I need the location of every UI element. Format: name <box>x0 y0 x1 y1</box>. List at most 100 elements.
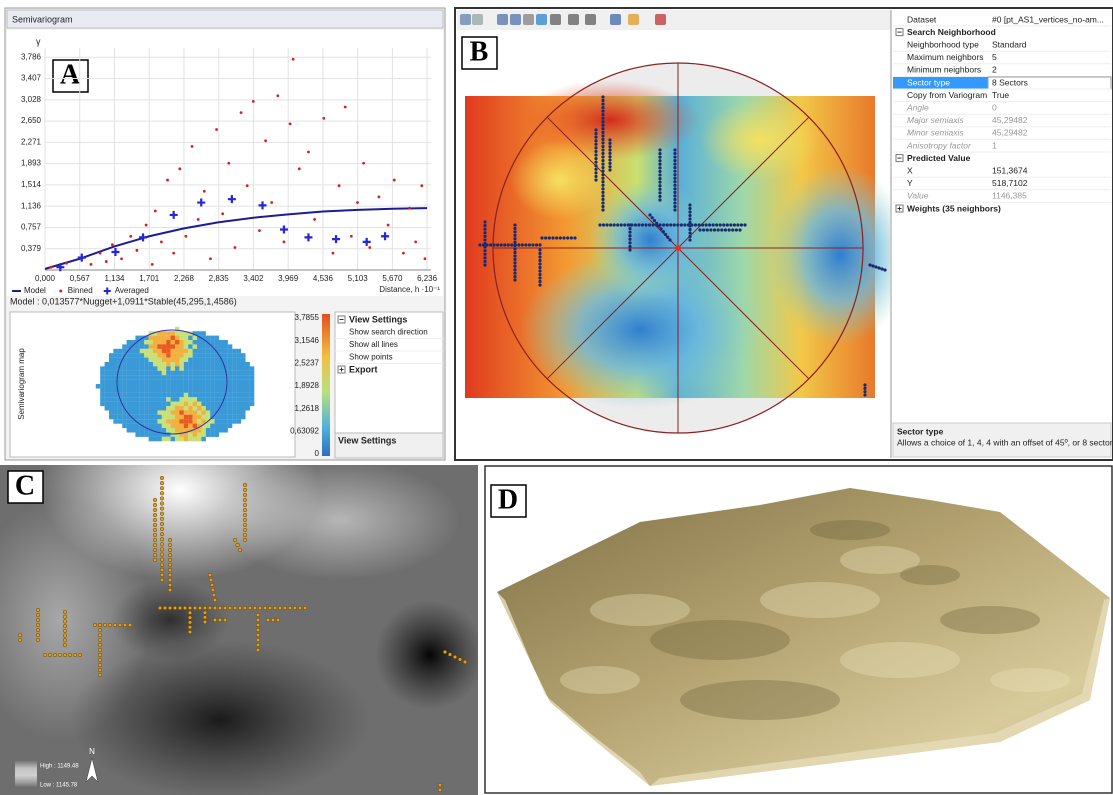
tool-button[interactable] <box>497 14 508 25</box>
map-cell <box>149 388 154 393</box>
sample-point <box>256 643 260 647</box>
map-cell <box>113 349 118 354</box>
sample-point <box>243 513 247 517</box>
map-cell <box>179 406 184 411</box>
sample-point <box>555 236 558 239</box>
tool-button[interactable] <box>585 14 596 25</box>
map-cell <box>228 366 233 371</box>
tool-button[interactable] <box>472 14 483 25</box>
map-cell <box>206 366 211 371</box>
tool-button[interactable] <box>460 14 471 25</box>
sample-point <box>213 598 217 602</box>
sample-point <box>601 194 604 197</box>
tool-button[interactable] <box>523 14 534 25</box>
map-cell <box>223 349 228 354</box>
sample-point <box>160 548 164 552</box>
map-cell <box>157 419 162 424</box>
sample-point <box>160 558 164 562</box>
sample-point <box>233 606 237 610</box>
settings-row: Show search direction <box>349 328 428 337</box>
map-cell <box>166 388 171 393</box>
map-cell <box>153 397 158 402</box>
binned-point <box>185 235 188 238</box>
sample-point <box>863 393 866 396</box>
tool-button[interactable] <box>628 14 639 25</box>
map-cell <box>206 402 211 407</box>
map-cell <box>201 362 206 367</box>
map-cell <box>157 353 162 358</box>
sample-point <box>688 235 691 238</box>
tool-button[interactable] <box>510 14 521 25</box>
sample-point <box>63 620 67 624</box>
sample-point <box>608 162 611 165</box>
tool-button[interactable] <box>550 14 561 25</box>
map-cell <box>245 406 250 411</box>
binned-point <box>215 128 218 131</box>
map-cell <box>144 358 149 363</box>
map-cell <box>228 358 233 363</box>
map-cell <box>232 402 237 407</box>
map-cell <box>245 375 250 380</box>
sample-point <box>153 538 157 542</box>
binned-point <box>393 179 396 182</box>
sample-point <box>266 618 270 622</box>
map-cell <box>179 384 184 389</box>
property-label: Value <box>907 191 929 201</box>
map-cell <box>118 353 123 358</box>
map-cell <box>201 388 206 393</box>
sample-point <box>658 163 661 166</box>
sample-point <box>513 278 516 281</box>
map-cell <box>188 424 193 429</box>
sample-point <box>601 99 604 102</box>
map-cell <box>131 402 136 407</box>
map-cell <box>188 432 193 437</box>
sample-point <box>668 238 671 241</box>
help-text: Allows a choice of 1, 4, 4 with an offse… <box>897 437 1113 447</box>
sample-point <box>598 223 601 226</box>
map-cell <box>113 353 118 358</box>
map-cell <box>153 424 158 429</box>
sample-point <box>283 606 287 610</box>
property-label: X <box>907 165 913 175</box>
map-cell <box>131 397 136 402</box>
map-cell <box>118 375 123 380</box>
property-label: Angle <box>906 102 929 112</box>
map-cell <box>219 375 224 380</box>
map-cell <box>144 380 149 385</box>
map-cell <box>210 366 215 371</box>
sample-point <box>158 606 162 610</box>
tool-button[interactable] <box>610 14 621 25</box>
figure: Semivariogram Model : 0,013577*Nugget+1,… <box>0 0 1113 795</box>
map-cell <box>149 402 154 407</box>
map-cell <box>188 353 193 358</box>
sample-point <box>160 543 164 547</box>
map-cell <box>96 384 101 389</box>
x-tick-label: 3,969 <box>278 274 299 283</box>
map-cell <box>179 388 184 393</box>
map-cell <box>100 393 105 398</box>
sample-point <box>719 223 722 226</box>
tool-button[interactable] <box>536 14 547 25</box>
panel-label: D <box>498 484 518 515</box>
map-cell <box>245 384 250 389</box>
sample-point <box>160 481 164 485</box>
map-cell <box>171 380 176 385</box>
map-cell <box>100 366 105 371</box>
sample-point <box>688 210 691 213</box>
sample-point <box>209 578 213 582</box>
sample-point <box>538 255 541 258</box>
map-cell <box>157 336 162 341</box>
sample-point <box>673 205 676 208</box>
tool-button[interactable] <box>568 14 579 25</box>
map-cell <box>245 366 250 371</box>
map-cell <box>122 375 127 380</box>
y-axis-label: γ <box>36 36 41 46</box>
map-cell <box>162 336 167 341</box>
sample-point <box>478 243 481 246</box>
map-cell <box>197 366 202 371</box>
tool-button[interactable] <box>655 14 666 25</box>
map-cell <box>149 353 154 358</box>
map-cell <box>245 393 250 398</box>
map-cell <box>131 388 136 393</box>
map-cell <box>241 406 246 411</box>
